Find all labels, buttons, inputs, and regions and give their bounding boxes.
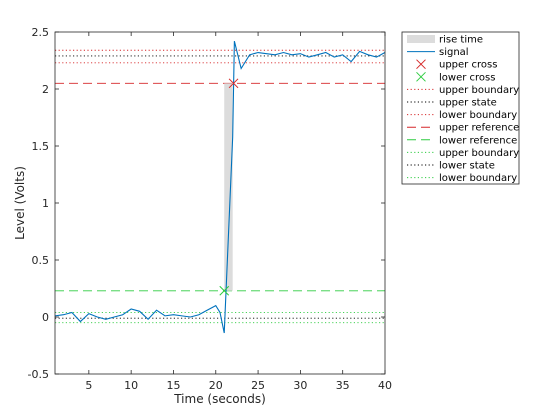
legend-marker-lower-cross (416, 71, 426, 82)
x-tick-label: 15 (166, 379, 180, 392)
y-tick-label: 0.5 (32, 254, 50, 267)
legend-label: upper reference (439, 123, 519, 134)
x-tick-label: 30 (293, 379, 307, 392)
y-tick-label: -0.5 (28, 368, 49, 381)
x-tick-label: 20 (209, 379, 223, 392)
plot-background (55, 32, 385, 374)
legend-entry-signal: signal (407, 47, 469, 58)
legend-label: lower cross (439, 72, 495, 83)
y-tick-label: 1.5 (32, 140, 50, 153)
legend-label: upper state (439, 98, 497, 109)
upper-cross-marker (228, 78, 239, 89)
x-tick-label: 40 (378, 379, 392, 392)
x-tick-label: 35 (336, 379, 350, 392)
legend-label: upper boundary (439, 148, 519, 159)
legend-marker-upper-cross (416, 59, 426, 70)
legend-box (401, 31, 520, 185)
legend-symbol (407, 35, 435, 43)
legend-entry-upper-reference: upper reference (407, 123, 519, 134)
cross-markers-layer (219, 78, 239, 296)
signal-line (54, 40, 386, 334)
legend-entry-lower-boundary: lower boundary (407, 173, 517, 184)
legend-entry-rise-time: rise time (407, 35, 483, 46)
legend-entry-lower-cross: lower cross (416, 71, 495, 83)
legend-entry-lower-reference: lower reference (407, 135, 517, 146)
plot-area (54, 31, 386, 375)
legend-entry-lower-state: lower state (407, 161, 495, 172)
legend-entry-upper-boundary: upper boundary (407, 85, 519, 96)
y-tick-label: 1 (42, 197, 49, 210)
y-tick-label: 0 (42, 311, 49, 324)
legend-label: upper boundary (439, 85, 519, 96)
legend-entry-upper-cross: upper cross (416, 59, 497, 71)
legend-label: rise time (439, 35, 483, 46)
legend-label: upper cross (439, 60, 497, 71)
legend-label: lower reference (439, 135, 517, 146)
rise-time-layer (224, 83, 233, 291)
y-axis-label: Level (Volts) (13, 166, 27, 240)
rise-time-patch (224, 83, 233, 291)
y-tick-label: 2 (42, 83, 49, 96)
signal-layer (54, 40, 386, 334)
legend-label: lower boundary (439, 173, 517, 184)
legend-entry-upper-boundary: upper boundary (407, 148, 519, 159)
legend-label: lower state (439, 161, 495, 172)
x-tick-label: 5 (85, 379, 92, 392)
lower-cross-marker (219, 285, 230, 296)
legend-label: lower boundary (439, 110, 517, 121)
x-tick-label: 25 (251, 379, 265, 392)
legend-label: signal (439, 47, 469, 58)
legend-entry-upper-state: upper state (407, 98, 497, 109)
x-tick-label: 10 (124, 379, 138, 392)
x-axis-label: Time (seconds) (173, 392, 266, 406)
y-tick-label: 2.5 (32, 26, 50, 39)
legend-entry-lower-boundary: lower boundary (407, 110, 517, 121)
axes-layer: 5 10 15 20 25 30 35 40 -0.5 0 0.5 1 1.5 2 2.5 (28, 26, 392, 392)
